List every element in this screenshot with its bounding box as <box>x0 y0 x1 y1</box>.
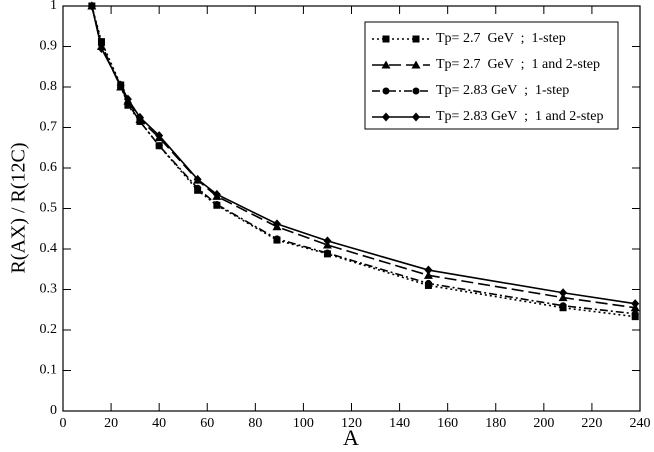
marker <box>155 131 164 141</box>
x-tick-label: 220 <box>581 416 602 431</box>
marker <box>559 288 568 298</box>
marker <box>272 219 281 229</box>
legend-box <box>364 21 619 130</box>
y-tick-label: 0.6 <box>40 160 58 175</box>
legend-marker <box>382 112 390 122</box>
legend-marker <box>412 87 420 95</box>
marker <box>87 1 96 11</box>
legend-marker <box>411 60 421 69</box>
x-tick-label: 80 <box>248 416 262 431</box>
marker <box>212 189 221 199</box>
y-tick-label: 0 <box>50 403 57 418</box>
x-tick-label: 100 <box>293 416 314 431</box>
x-tick-label: 140 <box>389 416 410 431</box>
y-tick-label: 0.8 <box>40 79 58 94</box>
marker <box>273 235 281 243</box>
x-tick-label: 40 <box>152 416 166 431</box>
legend-label: Tp= 2.83 GeV ; 1-step <box>436 83 569 98</box>
y-tick-label: 0.3 <box>40 282 58 297</box>
legend-marker <box>412 35 420 43</box>
x-tick-label: 200 <box>533 416 554 431</box>
x-tick-label: 240 <box>630 416 651 431</box>
marker <box>194 184 202 192</box>
x-tick-label: 120 <box>341 416 362 431</box>
y-tick-label: 0.7 <box>40 120 58 135</box>
legend-marker <box>412 112 420 122</box>
legend-label: Tp= 2.7 GeV ; 1-step <box>436 31 566 46</box>
marker <box>631 299 640 309</box>
y-tick-label: 0.9 <box>40 39 58 54</box>
legend-label: Tp= 2.83 GeV ; 1 and 2-step <box>436 109 603 124</box>
y-axis-label: R(AX) / R(12C) <box>8 142 30 273</box>
legend-marker <box>382 35 390 43</box>
y-tick-label: 0.4 <box>40 241 58 256</box>
legend-marker <box>381 60 391 69</box>
x-axis-label: A <box>343 425 359 450</box>
marker <box>155 142 163 150</box>
marker <box>559 302 567 310</box>
marker <box>97 44 106 54</box>
marker <box>123 94 132 104</box>
legend-marker <box>382 87 390 95</box>
marker <box>424 279 432 287</box>
marker <box>323 249 331 257</box>
x-tick-label: 160 <box>437 416 458 431</box>
x-tick-label: 180 <box>485 416 506 431</box>
y-tick-label: 0.1 <box>40 363 58 378</box>
marker <box>323 236 332 246</box>
legend-label: Tp= 2.7 GeV ; 1 and 2-step <box>436 57 600 72</box>
y-tick-label: 0.5 <box>40 201 58 216</box>
x-tick-label: 20 <box>104 416 118 431</box>
marker <box>424 265 433 275</box>
marker <box>193 174 202 184</box>
marker <box>135 112 144 122</box>
x-tick-label: 0 <box>60 416 67 431</box>
y-tick-label: 0.2 <box>40 322 58 337</box>
marker <box>423 270 433 279</box>
x-tick-label: 60 <box>200 416 214 431</box>
marker <box>116 80 125 90</box>
y-tick-label: 1 <box>50 0 57 13</box>
marker <box>631 310 639 318</box>
marker <box>213 200 221 208</box>
